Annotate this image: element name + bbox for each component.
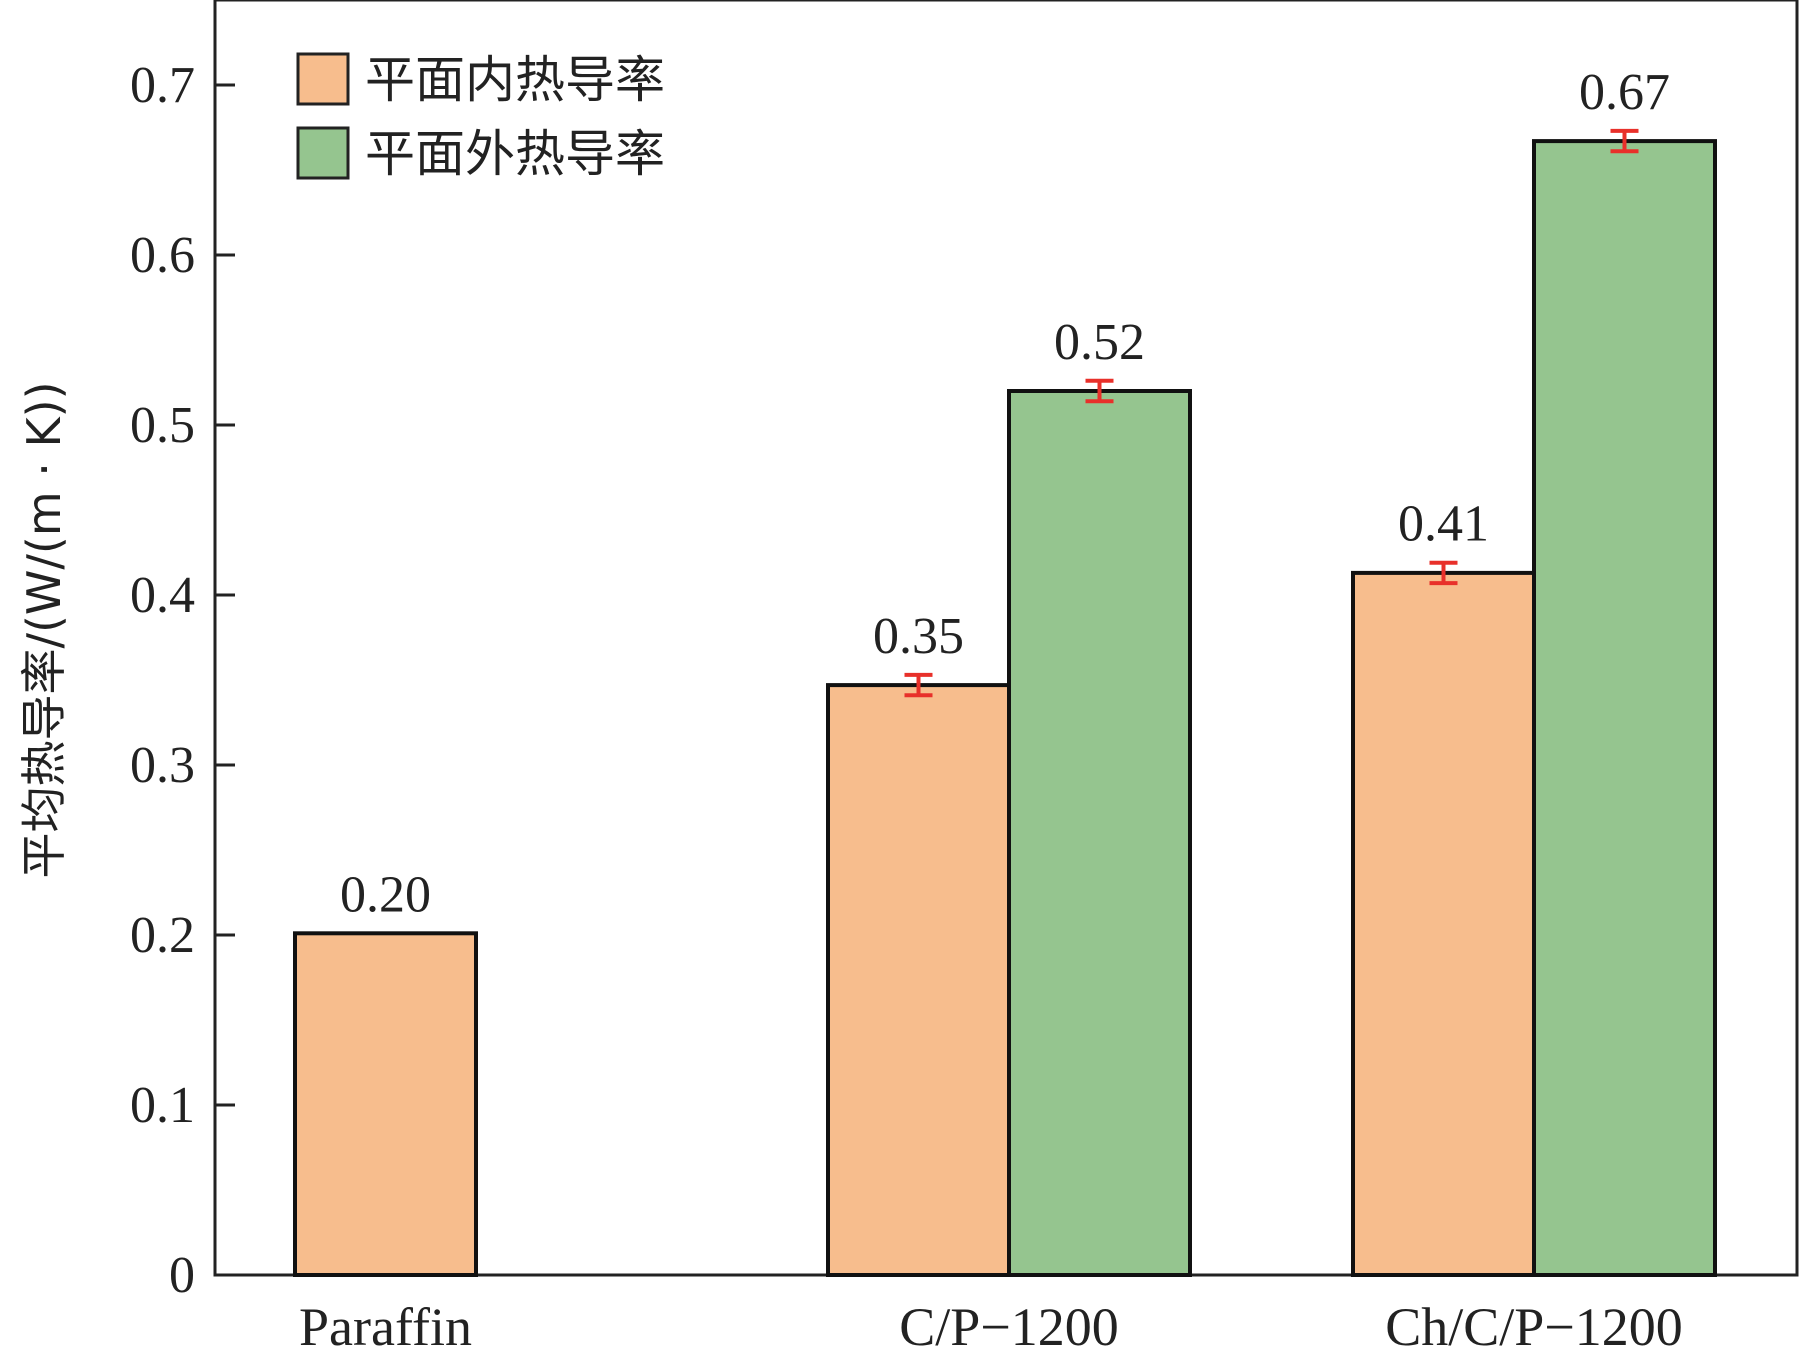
x-axis: Paraffin C/P−1200 Ch/C/P−1200 — [299, 1297, 1683, 1357]
y-tick-label: 0.7 — [130, 57, 195, 114]
x-category-label: C/P−1200 — [899, 1297, 1119, 1357]
y-tick-label: 0 — [169, 1247, 195, 1304]
legend-swatch-in-plane — [296, 52, 350, 106]
data-label: 0.67 — [1579, 64, 1670, 121]
legend-label-in-plane: 平面内热导率 — [365, 51, 665, 109]
x-category-label: Paraffin — [299, 1297, 472, 1357]
legend-swatch-out-of-plane — [296, 126, 350, 180]
data-label: 0.52 — [1054, 314, 1145, 371]
legend: 平面内热导率 平面外热导率 — [296, 51, 665, 183]
y-tick-label: 0.4 — [130, 567, 195, 624]
y-tick-label: 0.1 — [130, 1077, 195, 1134]
y-tick-label: 0.6 — [130, 227, 195, 284]
data-label: 0.41 — [1398, 496, 1489, 553]
bars: 0.20 0.35 0.52 0.41 0.67 — [293, 64, 1717, 1278]
y-tick-label: 0.2 — [130, 907, 195, 964]
y-axis-label: 平均热导率/(W/(m · K)) — [17, 381, 71, 878]
legend-label-out-of-plane: 平面外热导率 — [365, 125, 665, 183]
data-label: 0.20 — [340, 866, 431, 923]
data-label: 0.35 — [873, 608, 964, 665]
bar-in-plane — [1351, 570, 1536, 1277]
y-axis: 0 0.1 0.2 0.3 0.4 0.5 0.6 0.7 — [130, 57, 235, 1304]
x-category-label: Ch/C/P−1200 — [1385, 1297, 1683, 1357]
y-tick-label: 0.3 — [130, 737, 195, 794]
bar-in-plane — [826, 683, 1011, 1277]
y-tick-label: 0.5 — [130, 397, 195, 454]
bar-in-plane — [293, 931, 478, 1277]
bar-out-of-plane — [1007, 389, 1192, 1277]
bar-out-of-plane — [1532, 139, 1717, 1278]
